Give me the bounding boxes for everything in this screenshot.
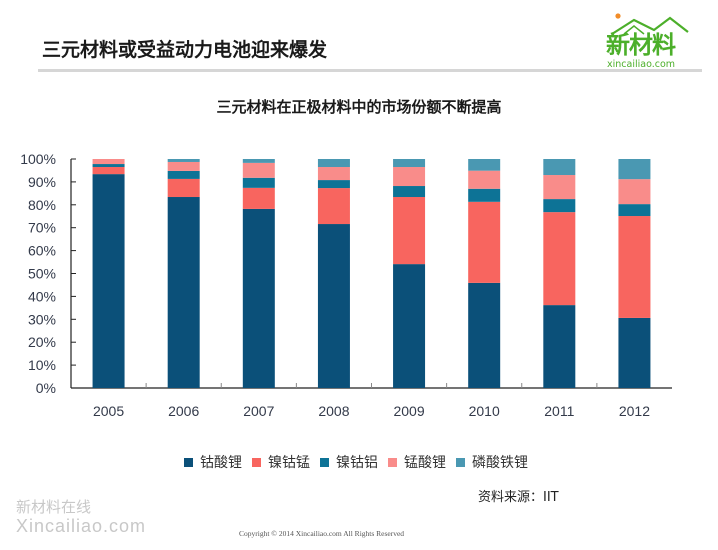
bar-stack-2008 xyxy=(317,159,350,388)
bar-segment xyxy=(393,167,426,187)
bar-segment xyxy=(543,175,576,200)
stacked-bar-chart: 0% 10% 20% 30% 40% 50% 60% 70% 80% 90% 100% 2005 200… xyxy=(20,151,672,419)
y-tick-label: 20% xyxy=(28,334,56,350)
bar-segment xyxy=(468,170,501,189)
y-tick-label: 70% xyxy=(28,220,56,236)
bar-segment xyxy=(92,159,125,165)
slide-title: 三元材料或受益动力电池迎来爆发 xyxy=(42,39,328,61)
legend-item: 钴酸锂 xyxy=(184,452,242,472)
house-logo-icon xyxy=(611,13,689,35)
bar-segment xyxy=(393,264,426,388)
bar-segment xyxy=(618,159,651,180)
legend-label: 锰酸锂 xyxy=(404,455,446,471)
bar-segment xyxy=(317,180,350,189)
bar-segment xyxy=(468,159,501,171)
bar-segment xyxy=(317,167,350,181)
bar-segment xyxy=(543,212,576,306)
legend-swatch xyxy=(252,457,261,467)
bar-segment xyxy=(92,174,125,388)
y-tick-label: 10% xyxy=(28,357,56,373)
bar-stack-2012 xyxy=(618,159,651,388)
y-tick-label: 0% xyxy=(36,380,56,396)
bar-segment xyxy=(167,178,200,198)
bar-segment xyxy=(468,282,501,388)
legend-swatch xyxy=(320,457,329,467)
bar-segment xyxy=(92,167,125,175)
bar-segment xyxy=(242,208,275,388)
bar-segment xyxy=(317,188,350,225)
chart-legend: 钴酸锂 镍钴锰 镍钴铝 锰酸锂 磷酸铁锂 xyxy=(184,452,538,472)
x-tick-label: 2009 xyxy=(393,403,424,419)
x-tick-label: 2010 xyxy=(469,403,500,419)
logo-text-cn: 新材料 xyxy=(606,31,676,59)
y-tick-label: 50% xyxy=(28,266,56,282)
bar-stack-2009 xyxy=(393,159,426,388)
x-tick-label: 2008 xyxy=(318,403,349,419)
bar-segment xyxy=(468,201,501,283)
bar-segment xyxy=(618,179,651,205)
bar-segment xyxy=(393,197,426,265)
x-tick-label: 2006 xyxy=(168,403,199,419)
y-tick-label: 100% xyxy=(20,151,56,167)
y-tick-label: 40% xyxy=(28,288,56,304)
bar-segment xyxy=(543,199,576,213)
legend-swatch xyxy=(456,457,465,467)
bar-stack-2007 xyxy=(242,159,275,388)
legend-swatch xyxy=(184,457,193,467)
bar-segment xyxy=(167,197,200,388)
bar-segment xyxy=(317,224,350,388)
legend-label: 钴酸锂 xyxy=(200,455,242,471)
bar-segment xyxy=(618,317,651,388)
bar-segment xyxy=(242,177,275,188)
bar-stack-2010 xyxy=(468,159,501,388)
legend-label: 镍钴铝 xyxy=(336,455,378,471)
y-tick-label: 90% xyxy=(28,174,56,190)
data-source: 资料来源：IIT xyxy=(478,490,559,505)
legend-item: 锰酸锂 xyxy=(388,452,446,472)
bar-segment xyxy=(317,159,350,168)
legend-item: 镍钴锰 xyxy=(252,452,310,472)
logo: 新材料 xincailiao.com xyxy=(604,12,696,70)
bar-segment xyxy=(543,159,576,176)
y-tick-label: 60% xyxy=(28,243,56,259)
legend-swatch xyxy=(388,457,397,467)
x-tick-label: 2011 xyxy=(544,403,574,419)
y-tick-label: 30% xyxy=(28,311,56,327)
legend-item: 镍钴铝 xyxy=(320,452,378,472)
bar-segment xyxy=(393,159,426,168)
y-tick-label: 80% xyxy=(28,197,56,213)
bar-segment xyxy=(167,161,200,171)
copyright-text: Copyright © 2014 Xincailiao.com All Righ… xyxy=(239,529,405,538)
bar-stack-2011 xyxy=(543,159,576,388)
bar-segment xyxy=(543,305,576,388)
chart-title: 三元材料在正极材料中的市场份额不断提高 xyxy=(216,98,502,116)
bar-segment xyxy=(242,162,275,178)
watermark-cn: 新材料在线 xyxy=(16,498,92,516)
legend-label: 磷酸铁锂 xyxy=(472,455,528,471)
bar-segment xyxy=(167,170,200,179)
bar-stack-2005 xyxy=(92,159,125,388)
bar-segment xyxy=(167,159,200,162)
bar-segment xyxy=(618,204,651,217)
bar-stack-2006 xyxy=(167,159,200,388)
legend-item: 磷酸铁锂 xyxy=(456,452,528,472)
x-tick-label: 2005 xyxy=(93,403,124,419)
x-tick-label: 2012 xyxy=(619,403,650,419)
bar-segment xyxy=(618,216,651,318)
watermark-en: Xincailiao.com xyxy=(16,516,147,536)
title-divider xyxy=(38,69,702,72)
bar-segment xyxy=(393,186,426,198)
bar-segment xyxy=(242,187,275,209)
bar-segment xyxy=(242,159,275,163)
bar-segment xyxy=(468,188,501,202)
legend-label: 镍钴锰 xyxy=(268,455,310,471)
logo-text-en: xincailiao.com xyxy=(607,59,676,70)
x-tick-label: 2007 xyxy=(243,403,274,419)
bar-segment xyxy=(92,164,125,168)
